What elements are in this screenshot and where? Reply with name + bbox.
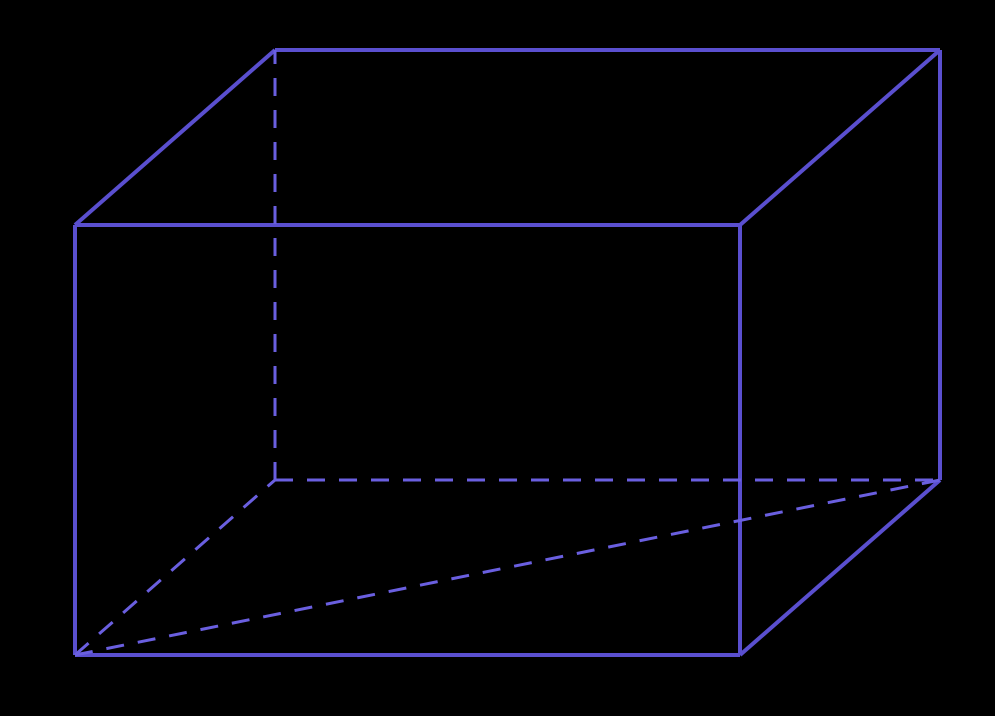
edge-bottom-left-oblique [75,480,275,655]
edge-face-diagonal [75,480,940,655]
edge-bottom-right-oblique [740,480,940,655]
cuboid-diagram [0,0,995,716]
cuboid-edges [75,50,940,655]
edge-top-left-oblique [75,50,275,225]
edge-top-right-oblique [740,50,940,225]
